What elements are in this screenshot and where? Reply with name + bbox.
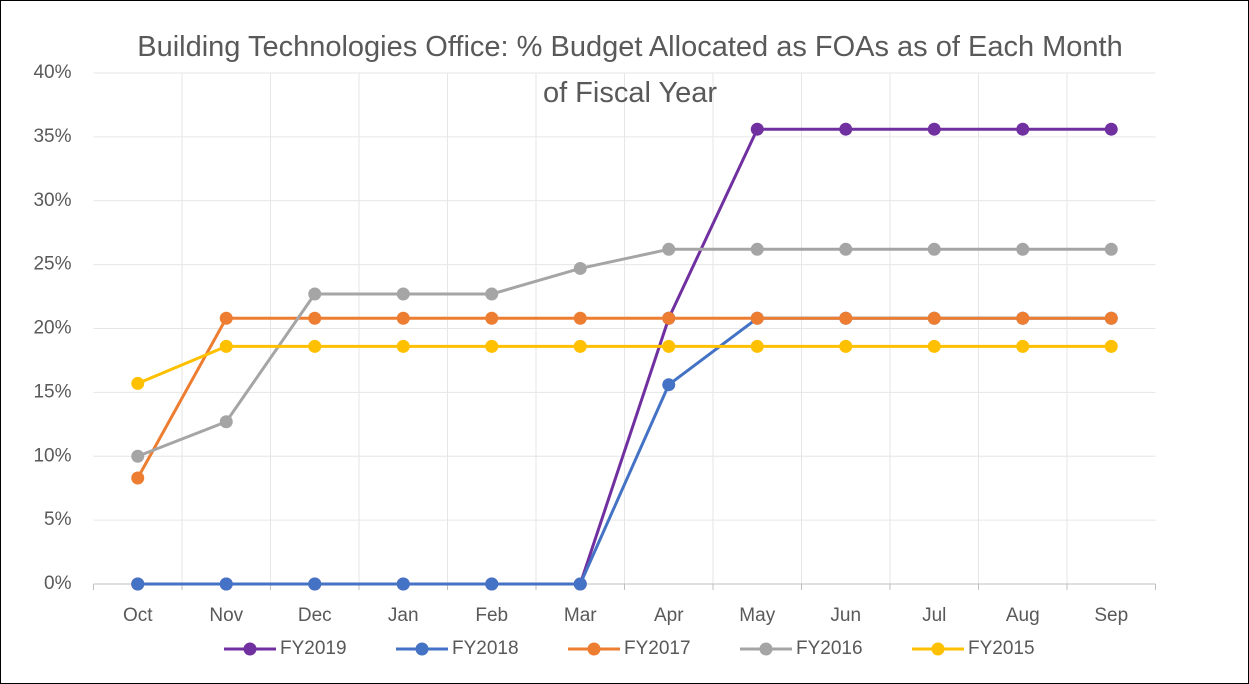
data-point — [219, 415, 233, 429]
legend-marker — [931, 642, 945, 656]
data-point — [927, 311, 941, 325]
legend-label: FY2016 — [796, 638, 863, 659]
x-tick-label: Feb — [475, 605, 508, 626]
data-point — [485, 339, 499, 353]
data-point — [662, 311, 676, 325]
data-point — [219, 577, 233, 591]
data-point — [1104, 122, 1118, 136]
legend-marker — [759, 642, 773, 656]
data-point — [927, 339, 941, 353]
data-point — [573, 261, 587, 275]
data-point — [750, 242, 764, 256]
data-point — [927, 122, 941, 136]
data-point — [485, 311, 499, 325]
data-point — [308, 339, 322, 353]
legend-label: FY2019 — [280, 638, 347, 659]
data-point — [219, 311, 233, 325]
data-point — [308, 287, 322, 301]
data-point — [662, 242, 676, 256]
legend-marker — [587, 642, 601, 656]
data-point — [308, 311, 322, 325]
y-tick-label: 30% — [33, 190, 71, 211]
x-tick-label: Jul — [922, 605, 946, 626]
data-point — [839, 339, 853, 353]
data-point — [1016, 311, 1030, 325]
y-tick-label: 10% — [33, 445, 71, 466]
series-line — [136, 316, 1112, 479]
data-point — [927, 242, 941, 256]
legend-label: FY2018 — [452, 638, 519, 659]
data-point — [839, 242, 853, 256]
data-point — [1104, 242, 1118, 256]
data-point — [485, 577, 499, 591]
data-point — [396, 311, 410, 325]
x-tick-label: Dec — [298, 605, 332, 626]
x-tick-label: Mar — [564, 605, 597, 626]
y-tick-label: 15% — [33, 381, 71, 402]
data-point — [219, 339, 233, 353]
chart-title: Building Technologies Office: % Budget A… — [137, 31, 1123, 109]
data-point — [750, 311, 764, 325]
data-point — [396, 339, 410, 353]
data-point — [131, 577, 145, 591]
data-point — [131, 376, 145, 390]
y-tick-label: 25% — [33, 254, 71, 275]
data-point — [308, 577, 322, 591]
legend-marker — [243, 642, 257, 656]
data-point — [131, 449, 145, 463]
data-point — [662, 339, 676, 353]
x-tick-label: Jun — [830, 605, 861, 626]
x-tick-label: Apr — [654, 605, 684, 626]
data-point — [662, 378, 676, 392]
y-tick-label: 0% — [44, 573, 72, 594]
series-line — [137, 344, 1112, 385]
legend-label: FY2015 — [968, 638, 1035, 659]
data-point — [573, 339, 587, 353]
data-point — [1016, 122, 1030, 136]
data-point — [573, 311, 587, 325]
x-tick-label: Nov — [209, 605, 243, 626]
data-point — [1104, 339, 1118, 353]
y-tick-label: 40% — [33, 62, 71, 83]
data-point — [1016, 242, 1030, 256]
data-point — [396, 577, 410, 591]
x-tick-label: May — [739, 605, 775, 626]
data-point — [750, 339, 764, 353]
series-line — [137, 247, 1112, 458]
data-point — [750, 122, 764, 136]
y-tick-label: 35% — [33, 126, 71, 147]
data-point — [1016, 339, 1030, 353]
legend-marker — [415, 642, 429, 656]
x-tick-label: Jan — [388, 605, 419, 626]
data-point — [1104, 311, 1118, 325]
data-point — [131, 471, 145, 485]
data-point — [839, 311, 853, 325]
data-point — [396, 287, 410, 301]
x-tick-label: Aug — [1006, 605, 1040, 626]
data-point — [573, 577, 587, 591]
data-point — [839, 122, 853, 136]
legend-label: FY2017 — [624, 638, 691, 659]
y-tick-label: 20% — [33, 318, 71, 339]
x-tick-label: Oct — [123, 605, 153, 626]
y-tick-label: 5% — [44, 509, 72, 530]
data-point — [485, 287, 499, 301]
x-tick-label: Sep — [1094, 605, 1128, 626]
